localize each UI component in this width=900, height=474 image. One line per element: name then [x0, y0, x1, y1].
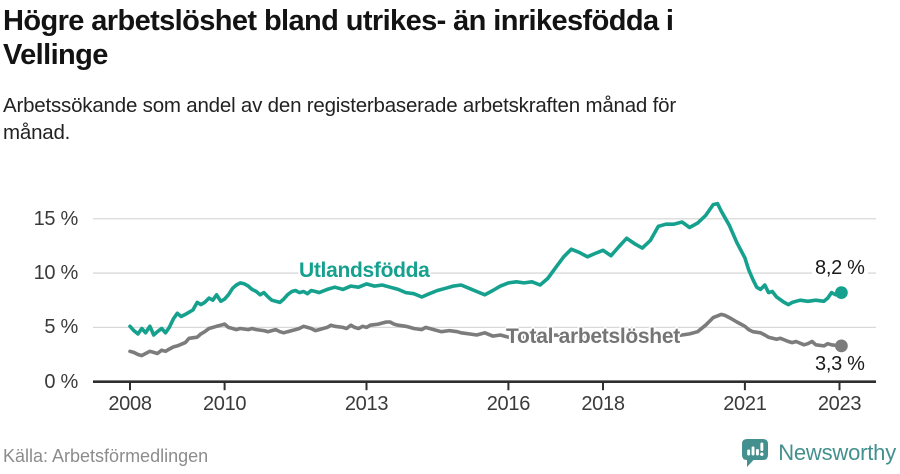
- newsworthy-bubble-chart-icon: [742, 439, 769, 467]
- series-end-dots: [834, 286, 848, 353]
- y-tick-label: 5 %: [44, 316, 78, 339]
- series-end-dot-utlandsfodda: [834, 286, 848, 300]
- chart-series-lines: [128, 201, 844, 358]
- series-end-dot-total: [834, 339, 848, 353]
- series-label-utlandsfodda: Utlandsfödda: [299, 259, 430, 282]
- page-title-line1: Högre arbetslöshet bland utrikes- än inr…: [3, 5, 674, 37]
- x-tick-label: 2016: [486, 393, 531, 415]
- series-line-total: [128, 312, 844, 358]
- series-label-total-arbetsloshet: Total arbetslöshet: [506, 325, 680, 348]
- page-subtitle-line2: månad.: [3, 121, 71, 145]
- x-tick-label: 2008: [108, 393, 152, 415]
- page-title: Högre arbetslöshet bland utrikes- än inr…: [3, 5, 889, 73]
- page-title-line2: Vellinge: [3, 38, 108, 71]
- x-tick-label: 2023: [817, 393, 862, 415]
- x-tick-label: 2021: [723, 393, 767, 415]
- page-subtitle-line1: Arbetssökande som andel av den registerb…: [3, 94, 676, 117]
- x-axis: [93, 380, 876, 391]
- series-line-utlandsfodda: [128, 201, 844, 337]
- x-tick-label: 2010: [202, 393, 247, 415]
- newsworthy-wordmark: Newsworthy: [778, 440, 896, 465]
- x-tick-label: 2018: [581, 393, 625, 415]
- x-tick-label: 2013: [344, 393, 389, 415]
- page-subtitle: Arbetssökande som andel av den registerb…: [3, 92, 773, 147]
- end-value-label-utlandsfodda: 8,2 %: [812, 257, 868, 280]
- chart-gridlines: [93, 218, 876, 329]
- y-tick-label: 15 %: [33, 207, 79, 230]
- source-attribution: Källa: Arbetsförmedlingen: [3, 446, 209, 466]
- end-value-label-total: 3,3 %: [812, 353, 868, 376]
- y-tick-label: 10 %: [33, 262, 79, 285]
- newsworthy-logo: Newsworthy: [740, 437, 896, 469]
- y-tick-label: 0 %: [44, 370, 78, 393]
